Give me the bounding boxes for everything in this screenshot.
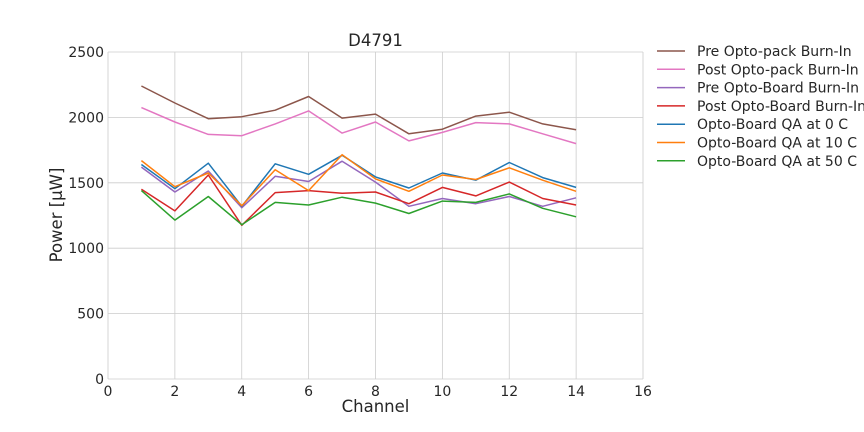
series-line-5 [140,154,577,208]
x-tick-label: 14 [567,384,585,400]
legend-item: Pre Opto-pack Burn-In [657,44,852,60]
legend-item: Post Opto-Board Burn-In [657,99,864,115]
y-tick-label: 2000 [68,110,104,126]
legend-label: Opto-Board QA at 50 C [697,154,857,170]
legend-label: Post Opto-pack Burn-In [697,62,859,78]
series-line-6 [140,153,577,207]
legend-label: Pre Opto-Board Burn-In [697,81,859,97]
x-tick-label: 2 [170,384,179,400]
legend-label: Pre Opto-pack Burn-In [697,44,852,60]
legend-item: Opto-Board QA at 50 C [657,154,857,170]
y-tick-label: 1500 [68,176,104,192]
y-tick-label: 500 [77,307,104,323]
tick-labels: 0 2 4 6 8 10 12 14 16 0 500 1000 1500 2000 2500 [68,45,652,400]
series-line-1 [141,85,577,135]
series-lines [140,85,577,227]
x-tick-label: 8 [371,384,380,400]
series-line-3 [140,160,577,209]
y-tick-label: 0 [95,372,104,388]
legend-item: Post Opto-pack Burn-In [657,62,859,78]
y-axis-label: Power [μW] [47,168,66,263]
x-tick-label: 6 [304,384,313,400]
x-tick-label: 16 [634,384,652,400]
x-axis-label: Channel [342,397,410,416]
legend-item: Pre Opto-Board Burn-In [657,81,859,97]
y-tick-label: 1000 [68,241,104,257]
legend-label: Opto-Board QA at 0 C [697,117,848,133]
series-line-2 [141,106,577,145]
series-line-7 [140,190,577,226]
x-tick-label: 10 [433,384,451,400]
y-tick-label: 2500 [68,45,104,61]
x-tick-label: 4 [237,384,246,400]
legend-item: Opto-Board QA at 0 C [657,117,848,133]
legend-item: Opto-Board QA at 10 C [657,136,857,152]
series-line-4 [140,174,577,227]
legend-label: Opto-Board QA at 10 C [697,136,857,152]
legend: Pre Opto-pack Burn-In Post Opto-pack Burn… [657,44,864,170]
x-tick-label: 12 [500,384,518,400]
x-tick-label: 0 [104,384,113,400]
legend-label: Post Opto-Board Burn-In [697,99,864,115]
chart-title: D4791 [348,31,403,50]
grid [107,51,644,380]
